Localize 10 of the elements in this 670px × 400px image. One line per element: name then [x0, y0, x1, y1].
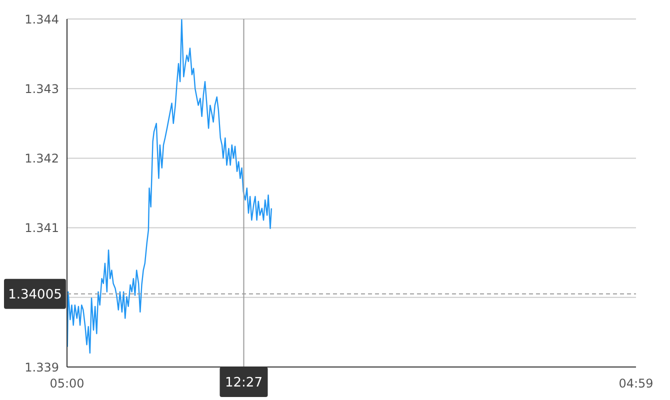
ref-line-label: 12:27 [225, 376, 262, 390]
y-tick-label: 1.339 [24, 360, 59, 374]
x-tick-label: 04:59 [618, 376, 654, 391]
y-tick-label: 1.341 [24, 221, 59, 236]
line-series [67, 19, 272, 354]
x-tick-label: 05:00 [50, 376, 84, 391]
ref-line-label: 1.34005 [8, 287, 62, 302]
y-tick-label: 1.344 [24, 12, 59, 26]
y-tick-label: 1.342 [24, 151, 59, 166]
y-tick-label: 1.343 [24, 82, 59, 96]
